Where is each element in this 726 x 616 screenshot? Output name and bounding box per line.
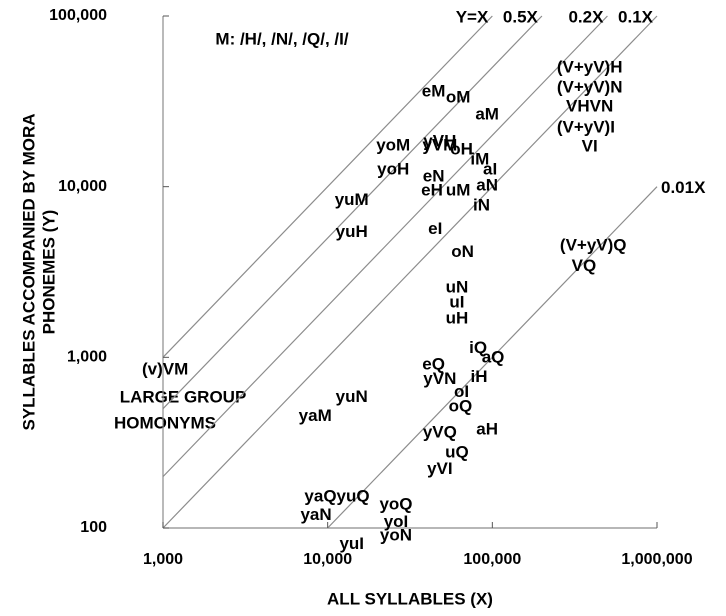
point-label: iH	[471, 367, 488, 386]
point-label: eM	[422, 82, 446, 101]
point-label: eN	[423, 166, 445, 185]
point-label: yVM	[422, 136, 457, 155]
reference-line	[327, 186, 658, 529]
point-label: yaQyuQ	[304, 486, 369, 505]
reference-line	[162, 15, 543, 410]
reference-line-label: 0.5X	[503, 7, 539, 26]
point-label: aQ	[482, 348, 505, 367]
point-label: (V+yV)Q	[560, 235, 627, 254]
point-label: aM	[475, 104, 499, 123]
point-label: (V+yV)H	[557, 58, 623, 77]
reference-line	[162, 15, 608, 478]
x-tick-label: 1,000,000	[621, 551, 692, 568]
point-label: iQ	[469, 338, 487, 357]
y-tick-label: 1,000	[67, 349, 107, 366]
reference-line-label: 0.2X	[568, 7, 604, 26]
point-label: (V+yV)N	[557, 78, 623, 97]
x-tick-label: 1,000	[143, 551, 183, 568]
x-tick-label: 10,000	[303, 551, 352, 568]
y-tick-label: 100,000	[49, 7, 107, 24]
point-label: VQ	[572, 256, 597, 275]
annotation: HOMONYMS	[114, 413, 216, 432]
point-label: VI	[582, 136, 598, 155]
x-tick-label: 100,000	[463, 551, 521, 568]
y-axis-title: SYLLABLES ACCOMPANIED BY MORA	[19, 113, 38, 430]
point-label: yoM	[376, 136, 410, 155]
point-label: aI	[483, 160, 497, 179]
point-label: eI	[428, 219, 442, 238]
reference-line-label: 0.1X	[618, 7, 654, 26]
point-label: uQ	[445, 443, 469, 462]
point-label: yoH	[377, 160, 409, 179]
point-label: yuN	[336, 387, 368, 406]
point-label: iN	[473, 196, 490, 215]
point-label: uH	[446, 308, 469, 327]
y-axis-title: PHONEMES (Y)	[39, 210, 58, 335]
point-label: eH	[421, 181, 443, 200]
point-label: yoQ	[379, 495, 412, 514]
annotation: M: /H/, /N/, /Q/, /I/	[215, 29, 348, 48]
point-label: uN	[446, 277, 469, 296]
point-label: yVN	[423, 369, 456, 388]
point-label: (v)VM	[142, 360, 188, 379]
point-label: yaN	[300, 505, 331, 524]
x-axis-title: ALL SYLLABLES (X)	[327, 589, 493, 608]
point-label: yoN	[380, 525, 412, 544]
reference-line	[162, 15, 493, 358]
point-label: eQ	[422, 355, 445, 374]
point-label: oH	[450, 139, 473, 158]
reference-line-label: 0.01X	[661, 178, 706, 197]
point-label: yaM	[299, 406, 332, 425]
point-label: oI	[454, 382, 469, 401]
point-label: aH	[476, 420, 498, 439]
point-label: yVQ	[423, 423, 457, 442]
point-label: oQ	[449, 397, 473, 416]
point-label: yuH	[336, 222, 368, 241]
point-label: oN	[451, 242, 474, 261]
point-label: iM	[470, 150, 489, 169]
point-label: oM	[446, 88, 471, 107]
point-label: yoI	[384, 512, 409, 531]
y-tick-label: 10,000	[58, 178, 107, 195]
point-label: uM	[446, 181, 471, 200]
point-label: yVH	[423, 131, 456, 150]
point-label: uI	[449, 293, 464, 312]
point-label: yuI	[339, 534, 364, 553]
y-tick-label: 100	[80, 519, 107, 536]
point-label: aN	[476, 175, 498, 194]
point-label: VHVN	[566, 96, 613, 115]
reference-line-label: Y=X	[456, 7, 489, 26]
reference-line	[162, 15, 658, 529]
point-label: (V+yV)I	[557, 118, 615, 137]
point-label: yVI	[427, 459, 453, 478]
annotation: LARGE GROUP	[120, 387, 247, 406]
point-label: yuM	[335, 190, 369, 209]
